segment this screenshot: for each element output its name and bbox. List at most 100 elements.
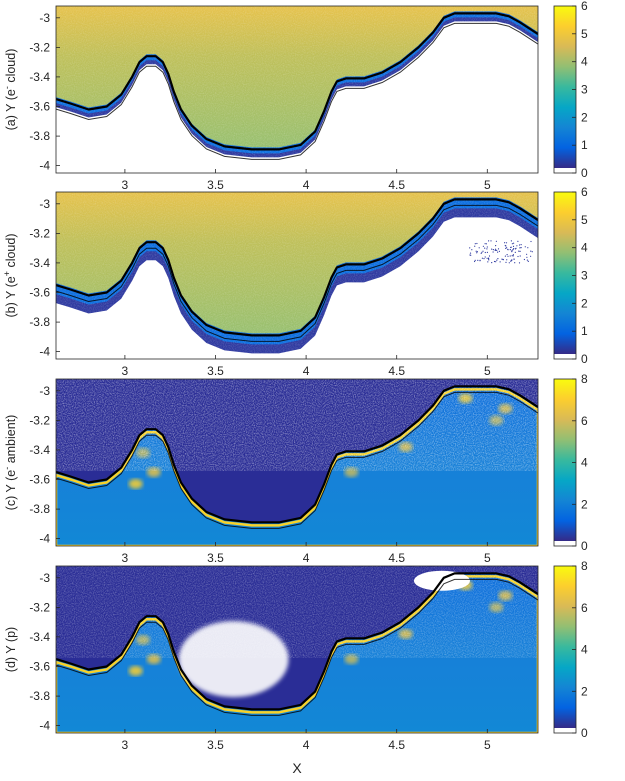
scatter-dot: [531, 251, 533, 253]
scatter-dot: [490, 240, 492, 242]
y-tick-label: -4: [39, 719, 50, 733]
scatter-dot: [502, 259, 504, 261]
x-tick-label: 3: [122, 738, 129, 752]
x-tick-label: 5: [484, 551, 491, 565]
x-tick-label: 4.5: [388, 178, 405, 192]
y-axis-label: (c) Y (e- ambient): [2, 415, 18, 511]
scatter-dot: [486, 257, 488, 259]
y-tick-label: -3: [39, 11, 50, 25]
x-tick-label: 4: [303, 364, 310, 378]
colorbar-tick-label: 4: [581, 456, 588, 470]
scatter-dot: [513, 242, 515, 244]
scatter-dot: [476, 242, 478, 245]
y-tick-label: -4: [39, 159, 50, 173]
x-tick-label: 3: [122, 551, 129, 565]
scatter-dot: [481, 257, 483, 259]
y-tick-label: -3: [39, 384, 50, 398]
scatter-dot: [513, 258, 515, 260]
scatter-dot: [507, 249, 509, 251]
scatter-dot: [518, 262, 521, 264]
scatter-dot: [494, 248, 497, 250]
y-axis-label-prefix: (d) Y (p): [4, 627, 18, 672]
boundary-front-inner: [56, 578, 538, 716]
colorbar-low-swatch: [554, 354, 576, 359]
colorbar-gradient: [554, 192, 576, 354]
heatmap-a: [56, 6, 538, 173]
scatter-dot: [520, 247, 522, 249]
x-tick-label: 5: [484, 178, 491, 192]
x-tick-label: 4.5: [388, 551, 405, 565]
y-tick-label: -3.4: [29, 256, 50, 270]
scatter-dot: [493, 260, 496, 263]
y-tick-label: -3.8: [29, 502, 50, 516]
colorbar-tick-label: 1: [581, 324, 588, 338]
boundary-front: [56, 12, 538, 151]
x-axis-label: X: [292, 760, 302, 776]
heatmap-c: [56, 379, 538, 546]
colorbar-tick-label: 1: [581, 138, 588, 152]
y-tick-label: -3.2: [29, 600, 50, 614]
colorbar-tick-label: 0: [581, 352, 588, 366]
colorbar-gradient: [554, 6, 576, 168]
y-tick-label: -3.8: [29, 315, 50, 329]
scatter-dot: [482, 250, 484, 252]
boundary-front: [56, 198, 538, 337]
scatter-dot: [527, 247, 529, 249]
scatter-dot: [488, 257, 490, 259]
axes-frame: [55, 565, 539, 734]
y-tick-label: -3.8: [29, 129, 50, 143]
scatter-dot: [487, 261, 489, 263]
scatter-dot: [505, 247, 507, 249]
boundary-front: [56, 385, 538, 524]
x-tick-label: 4: [303, 178, 310, 192]
scatter-dot: [510, 260, 512, 262]
scatter-dot: [491, 248, 493, 250]
y-tick-label: -3: [39, 197, 50, 211]
scatter-dot: [506, 254, 508, 256]
scatter-dot: [519, 247, 521, 249]
scatter-dot: [512, 254, 515, 256]
boundary-front-inner: [56, 391, 538, 529]
hot-spot: [128, 478, 143, 489]
scatter-dot: [486, 246, 488, 248]
x-tick-label: 4.5: [388, 738, 405, 752]
heatmap-d: [56, 566, 538, 733]
y-axis-label-suffix: cloud): [4, 49, 18, 87]
colorbar-tick-label: 0: [581, 539, 588, 553]
scatter-dot: [511, 251, 513, 253]
colorbar-tick-label: 2: [581, 296, 588, 310]
void-region: [178, 621, 289, 698]
scatter-dot: [495, 240, 497, 242]
scatter-dot: [516, 245, 518, 247]
scatter-dot: [505, 261, 507, 263]
scatter-dot: [469, 247, 471, 249]
y-tick-label: -3: [39, 571, 50, 585]
colorbar-tick-label: 0: [581, 726, 588, 740]
scatter-dot: [501, 258, 503, 260]
scatter-dot: [481, 251, 483, 253]
x-tick-label: 3: [122, 364, 129, 378]
y-tick-label: -3.8: [29, 689, 50, 703]
scatter-dot: [511, 243, 513, 245]
y-tick-label: -3.2: [29, 413, 50, 427]
x-tick-label: 5: [484, 738, 491, 752]
scatter-dot: [496, 259, 498, 261]
y-tick-label: -4: [39, 532, 50, 546]
scatter-dot: [517, 240, 519, 242]
scatter-dot: [488, 240, 490, 242]
scatter-dot: [474, 260, 476, 263]
scatter-dot: [479, 260, 481, 262]
y-tick-label: -3.4: [29, 70, 50, 84]
scatter-dot: [480, 252, 482, 254]
scatter-dot: [475, 250, 477, 252]
scatter-dot: [504, 242, 506, 244]
colorbar-tick-label: 3: [581, 269, 588, 283]
noise-overlay: [56, 379, 538, 471]
scatter-dot: [510, 246, 512, 248]
scatter-dot: [514, 262, 516, 264]
scatter-dot: [488, 259, 490, 261]
y-axis-label: (a) Y (e- cloud): [2, 49, 18, 131]
y-tick-label: -4: [39, 345, 50, 359]
boundary-front-inner: [56, 204, 538, 342]
